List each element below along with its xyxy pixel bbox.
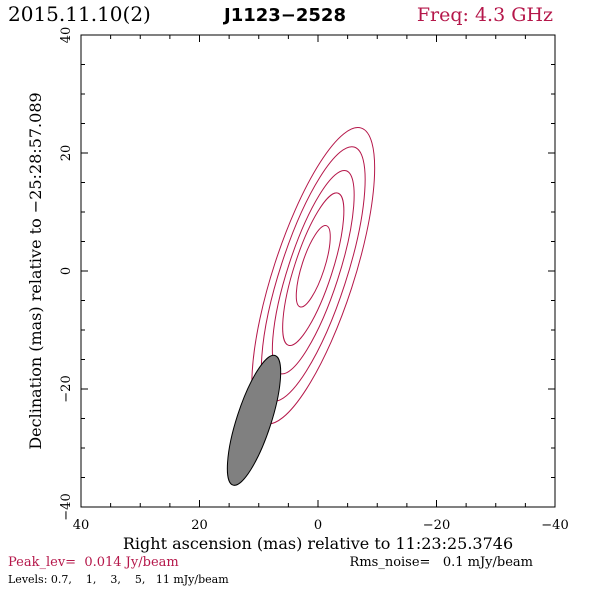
x-tick-label: 0 [314, 518, 322, 533]
y-axis-label: Declination (mas) relative to −25:28:57.… [26, 92, 45, 449]
x-tick-label: −40 [541, 518, 568, 533]
y-tick-label: 0 [59, 267, 74, 275]
x-tick-label: −20 [423, 518, 450, 533]
source-name: J1123−2528 [222, 5, 346, 26]
y-tick-label: −20 [59, 375, 74, 402]
axis-ticks [81, 35, 555, 507]
y-tick-label: 40 [59, 27, 74, 44]
y-tick-label: 20 [59, 145, 74, 162]
observation-date: 2015.11.10(2) [8, 2, 151, 26]
contour-level-4 [295, 225, 331, 308]
contour-levels: Levels: 0.7, 1, 3, 5, 11 mJy/beam [8, 573, 229, 586]
frequency-label: Freq: 4.3 GHz [417, 4, 553, 26]
contour-level-3 [282, 192, 345, 347]
x-axis-label: Right ascension (mas) relative to 11:23:… [123, 534, 513, 553]
beam-group [226, 354, 282, 486]
y-tick-label: −40 [59, 493, 74, 520]
rms-noise: Rms_noise= 0.1 mJy/beam [350, 555, 533, 570]
x-tick-label: 20 [191, 518, 208, 533]
x-tick-label: 40 [73, 518, 90, 533]
contour-level-2 [271, 169, 355, 375]
peak-level: Peak_lev= 0.014 Jy/beam [8, 555, 179, 570]
tick-labels: 40 20 0 −20 −40 −40 −20 0 20 40 [59, 27, 569, 533]
plot-frame [80, 34, 556, 508]
beam-ellipse [226, 354, 282, 486]
